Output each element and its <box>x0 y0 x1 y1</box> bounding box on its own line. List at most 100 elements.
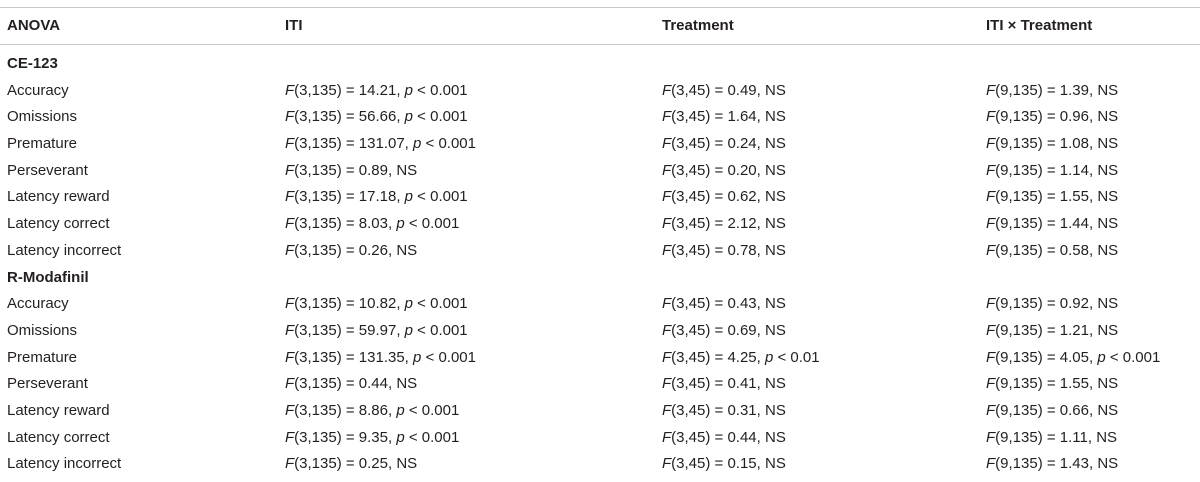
row-label: Latency incorrect <box>7 241 122 259</box>
stat-symbol: F <box>986 375 996 393</box>
interaction-cell: F(9,135) = 0.58, NS <box>986 238 1118 265</box>
iti-cell: F(3,135) = 0.44, NS <box>285 371 417 398</box>
stat-symbol: F <box>285 321 295 339</box>
stat-symbol: F <box>662 455 672 473</box>
stat-text: < 0.001 <box>413 295 468 313</box>
stat-text: (9,135) = 1.11, NS <box>995 428 1118 446</box>
row-label: Latency incorrect <box>7 455 122 473</box>
stat-symbol: F <box>662 161 672 179</box>
stat-symbol: F <box>285 375 295 393</box>
row-label: Latency reward <box>7 401 110 419</box>
stat-symbol: F <box>986 188 996 206</box>
stat-symbol: F <box>986 348 996 366</box>
stat-symbol: F <box>285 455 295 473</box>
stat-text: (3,45) = 0.43, NS <box>671 295 786 313</box>
stat-symbol: F <box>285 161 295 179</box>
section-row: R-Modafinil <box>0 265 1200 292</box>
stat-text: < 0.001 <box>404 215 460 233</box>
stat-text: (3,135) = 0.89, NS <box>294 161 418 179</box>
row-label: Premature <box>7 348 78 366</box>
stat-symbol: F <box>662 188 672 206</box>
section-title: CE-123 <box>7 55 58 72</box>
stat-symbol: F <box>285 428 295 446</box>
stat-text: (3,45) = 0.44, NS <box>671 428 786 446</box>
stat-text: (3,135) = 131.07, <box>294 135 414 153</box>
p-symbol: p <box>404 295 414 313</box>
stat-symbol: F <box>986 161 996 179</box>
interaction-cell: F(9,135) = 1.55, NS <box>986 184 1118 211</box>
p-symbol: p <box>396 215 405 233</box>
table-body: CE-123 Accuracy F(3,135) = 14.21, p < 0.00… <box>0 51 1200 478</box>
iti-cell: F(3,135) = 56.66, p < 0.001 <box>285 104 468 131</box>
stat-symbol: F <box>986 321 996 339</box>
row-label: Accuracy <box>7 295 69 313</box>
stat-text: (3,45) = 0.49, NS <box>671 81 786 99</box>
stat-text: (9,135) = 1.44, NS <box>995 215 1119 233</box>
stat-symbol: F <box>662 401 672 419</box>
header-treatment: Treatment <box>662 17 734 34</box>
stat-symbol: F <box>986 135 996 153</box>
table-row: Accuracy F(3,135) = 10.82, p < 0.001 F(3,4… <box>0 291 1200 318</box>
iti-cell: F(3,135) = 8.03, p < 0.001 <box>285 211 459 238</box>
stat-text: < 0.01 <box>773 348 820 366</box>
p-symbol: p <box>396 428 405 446</box>
iti-cell: F(3,135) = 131.35, p < 0.001 <box>285 345 476 372</box>
stat-symbol: F <box>986 428 996 446</box>
table-row: Latency incorrect F(3,135) = 0.26, NS F(3,… <box>0 238 1200 265</box>
interaction-cell: F(9,135) = 1.21, NS <box>986 318 1118 345</box>
iti-cell: F(3,135) = 9.35, p < 0.001 <box>285 425 459 452</box>
stat-text: (3,45) = 0.69, NS <box>671 321 786 339</box>
interaction-cell: F(9,135) = 0.66, NS <box>986 398 1118 425</box>
table-row: Premature F(3,135) = 131.35, p < 0.001 F(3… <box>0 345 1200 372</box>
stat-text: (3,45) = 0.62, NS <box>671 188 786 206</box>
stat-symbol: F <box>986 401 996 419</box>
stat-symbol: F <box>986 455 996 473</box>
stat-symbol: F <box>662 215 672 233</box>
table-row: Accuracy F(3,135) = 14.21, p < 0.001 F(3,4… <box>0 78 1200 105</box>
treatment-cell: F(3,45) = 0.24, NS <box>662 131 786 158</box>
iti-cell: F(3,135) = 8.86, p < 0.001 <box>285 398 459 425</box>
table-row: Perseverant F(3,135) = 0.44, NS F(3,45) = … <box>0 371 1200 398</box>
stat-text: (3,45) = 0.15, NS <box>671 455 786 473</box>
stat-symbol: F <box>662 375 672 393</box>
iti-cell: F(3,135) = 17.18, p < 0.001 <box>285 184 468 211</box>
table-row: Latency reward F(3,135) = 17.18, p < 0.00… <box>0 184 1200 211</box>
p-symbol: p <box>413 348 422 366</box>
stat-text: < 0.001 <box>413 108 468 126</box>
stat-symbol: F <box>662 348 672 366</box>
interaction-cell: F(9,135) = 1.11, NS <box>986 425 1117 452</box>
table-row: Latency correct F(3,135) = 8.03, p < 0.00… <box>0 211 1200 238</box>
treatment-cell: F(3,45) = 0.78, NS <box>662 238 786 265</box>
stat-text: < 0.001 <box>404 401 460 419</box>
table-row: Omissions F(3,135) = 56.66, p < 0.001 F(3,… <box>0 104 1200 131</box>
iti-cell: F(3,135) = 0.25, NS <box>285 451 417 478</box>
stat-text: (9,135) = 1.43, NS <box>995 455 1119 473</box>
treatment-cell: F(3,45) = 1.64, NS <box>662 104 786 131</box>
stat-text: < 0.001 <box>1105 348 1161 366</box>
row-label: Omissions <box>7 321 78 339</box>
stat-text: (9,135) = 0.66, NS <box>995 401 1119 419</box>
table-row: Omissions F(3,135) = 59.97, p < 0.001 F(3,… <box>0 318 1200 345</box>
row-label: Latency correct <box>7 215 110 233</box>
stat-symbol: F <box>662 108 672 126</box>
treatment-cell: F(3,45) = 4.25, p < 0.01 <box>662 345 820 372</box>
stat-symbol: F <box>662 241 672 259</box>
row-label: Accuracy <box>7 81 69 99</box>
p-symbol: p <box>1097 348 1106 366</box>
iti-cell: F(3,135) = 131.07, p < 0.001 <box>285 131 476 158</box>
row-label: Perseverant <box>7 375 88 393</box>
iti-cell: F(3,135) = 0.89, NS <box>285 158 417 185</box>
table-row: Latency reward F(3,135) = 8.86, p < 0.001… <box>0 398 1200 425</box>
stat-text: (3,45) = 0.41, NS <box>671 375 786 393</box>
stat-symbol: F <box>285 241 295 259</box>
stat-text: (3,135) = 17.18, <box>294 188 405 206</box>
stat-text: (9,135) = 4.05, <box>995 348 1098 366</box>
stat-text: (9,135) = 1.08, NS <box>995 135 1119 153</box>
iti-cell: F(3,135) = 10.82, p < 0.001 <box>285 291 468 318</box>
stat-symbol: F <box>662 135 672 153</box>
stat-text: (3,135) = 9.35, <box>294 428 397 446</box>
treatment-cell: F(3,45) = 0.44, NS <box>662 425 786 452</box>
stat-text: (9,135) = 1.21, NS <box>995 321 1119 339</box>
stat-symbol: F <box>285 81 295 99</box>
